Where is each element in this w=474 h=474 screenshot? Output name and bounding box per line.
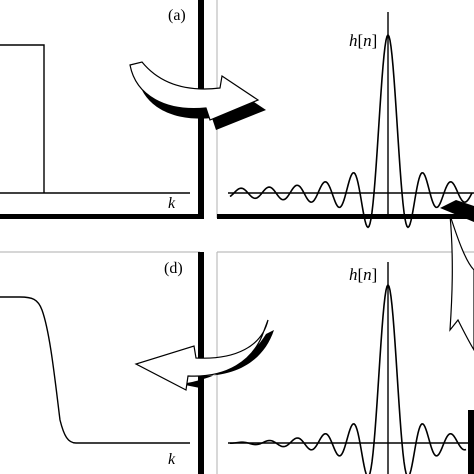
sinc-curve-bottom — [229, 283, 467, 474]
panel-d: (d) k — [0, 260, 190, 468]
top-left-bottom-edge — [0, 214, 204, 219]
arrow-bottom — [134, 319, 274, 391]
panel-d-axis-label: k — [168, 451, 176, 468]
arrow-bottom-body — [134, 319, 269, 391]
panel-b: h[n] — [228, 12, 474, 229]
panel-e-label: h[n] — [349, 265, 377, 284]
smooth-spectrum-curve — [0, 296, 190, 444]
arrow-top — [129, 61, 266, 130]
panel-d-label: (d) — [164, 260, 183, 277]
panel-e: h[n] — [228, 262, 468, 474]
panel-b-label: h[n] — [349, 31, 377, 50]
panel-a-axis-label: k — [168, 195, 176, 212]
top-right-bottom-edge — [217, 214, 474, 219]
arrow-top-body — [129, 61, 260, 121]
arrow-right-edge — [440, 200, 474, 352]
arrow-right-edge-body — [449, 214, 474, 352]
panel-a-label: (a) — [168, 7, 186, 24]
panel-a: (a) k — [0, 7, 190, 212]
bottom-right-right-edge — [468, 410, 474, 474]
sinc-curve-top — [229, 33, 473, 229]
arrow-right-edge-shadow — [440, 200, 474, 222]
rect-spectrum-curve — [0, 44, 45, 193]
